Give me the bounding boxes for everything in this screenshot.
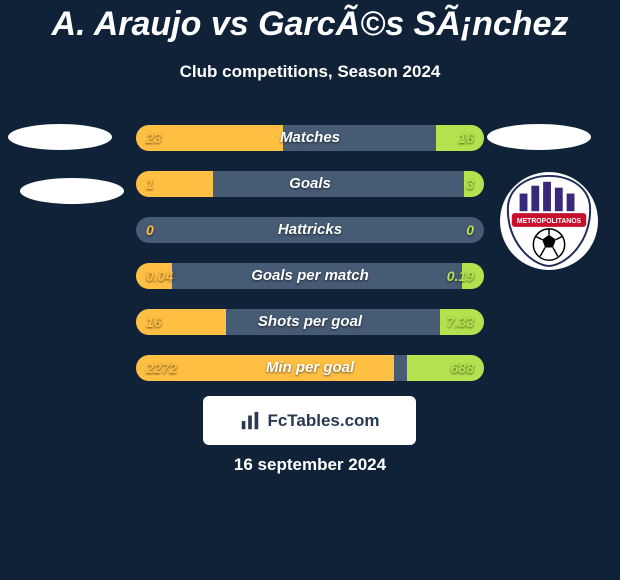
stat-label: Goals per match [136,263,484,289]
player-avatar-left-2 [20,178,124,204]
stat-row: Shots per goal16 7.33 [136,309,484,335]
brand-badge[interactable]: FcTables.com [203,396,416,445]
brand-text: FcTables.com [267,411,379,431]
stat-row: Hattricks0 0 [136,217,484,243]
player-avatar-left-1 [8,124,112,150]
stat-value-left: 16 [146,309,162,335]
date-text: 16 september 2024 [0,455,620,475]
stat-row: Goals1 3 [136,171,484,197]
stat-value-left: 0.04 [146,263,173,289]
team-logo-right: METROPOLITANOS [500,172,598,270]
stat-value-left: 1 [146,171,154,197]
stat-label: Min per goal [136,355,484,381]
stat-value-right: 16 [458,125,474,151]
stat-row: Goals per match0.04 0.19 [136,263,484,289]
page-subtitle: Club competitions, Season 2024 [0,62,620,82]
svg-text:METROPOLITANOS: METROPOLITANOS [517,218,582,225]
stat-label: Hattricks [136,217,484,243]
player-avatar-right-1 [487,124,591,150]
stat-value-right: 0 [466,217,474,243]
stat-value-left: 23 [146,125,162,151]
stat-value-left: 0 [146,217,154,243]
page-title: A. Araujo vs GarcÃ©s SÃ¡nchez [0,5,620,44]
stat-value-left: 2272 [146,355,177,381]
bar-chart-icon [239,410,261,432]
metropolitanos-logo-icon: METROPOLITANOS [500,172,598,270]
stat-row: Min per goal2272 688 [136,355,484,381]
stat-label: Shots per goal [136,309,484,335]
stat-value-right: 7.33 [447,309,474,335]
stat-value-right: 0.19 [447,263,474,289]
stat-label: Goals [136,171,484,197]
stat-label: Matches [136,125,484,151]
stat-value-right: 3 [466,171,474,197]
stat-value-right: 688 [451,355,474,381]
stat-row: Matches23 16 [136,125,484,151]
